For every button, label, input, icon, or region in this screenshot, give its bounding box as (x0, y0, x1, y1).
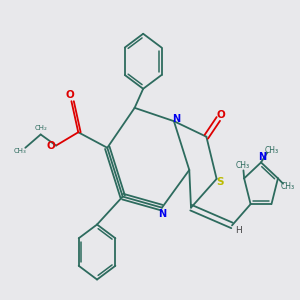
Text: S: S (216, 177, 224, 188)
Text: O: O (217, 110, 225, 119)
Text: CH₃: CH₃ (280, 182, 295, 191)
Text: N: N (158, 209, 166, 219)
Text: CH₃: CH₃ (14, 148, 27, 154)
Text: O: O (47, 141, 56, 151)
Text: CH₃: CH₃ (265, 146, 279, 154)
Text: CH₃: CH₃ (236, 161, 250, 170)
Text: N: N (258, 152, 266, 162)
Text: O: O (66, 90, 74, 100)
Text: CH₂: CH₂ (34, 125, 47, 131)
Text: N: N (172, 114, 180, 124)
Text: H: H (235, 226, 242, 235)
